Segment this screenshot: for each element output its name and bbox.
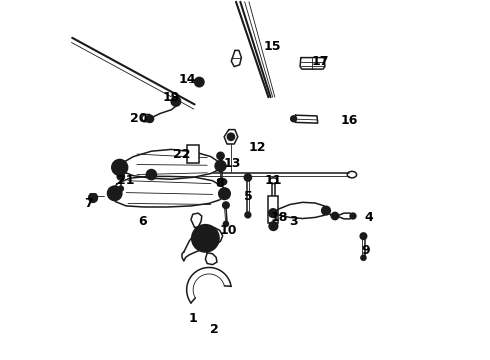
Circle shape <box>221 191 227 197</box>
Polygon shape <box>89 194 98 199</box>
Polygon shape <box>121 149 220 179</box>
Circle shape <box>217 152 224 159</box>
Circle shape <box>218 179 223 184</box>
Text: 9: 9 <box>361 244 370 257</box>
Circle shape <box>350 213 356 219</box>
Polygon shape <box>231 50 242 67</box>
Circle shape <box>195 77 204 87</box>
Text: 11: 11 <box>265 174 283 186</box>
Circle shape <box>321 206 330 215</box>
Text: 20: 20 <box>130 112 147 125</box>
Text: 22: 22 <box>173 148 191 161</box>
Bar <box>269 196 278 223</box>
Circle shape <box>196 229 215 247</box>
Circle shape <box>291 116 296 122</box>
Polygon shape <box>205 253 217 265</box>
Text: 12: 12 <box>249 141 267 154</box>
Circle shape <box>245 212 251 218</box>
Circle shape <box>269 209 277 217</box>
Circle shape <box>245 174 251 181</box>
Text: 1: 1 <box>189 312 197 325</box>
Polygon shape <box>337 213 353 219</box>
Polygon shape <box>112 176 225 207</box>
Text: 13: 13 <box>224 157 241 170</box>
Text: 6: 6 <box>138 215 147 228</box>
Circle shape <box>116 163 124 172</box>
Circle shape <box>112 159 127 175</box>
Bar <box>187 145 199 163</box>
Circle shape <box>223 221 228 226</box>
Circle shape <box>269 222 278 230</box>
Text: 2: 2 <box>210 323 219 336</box>
Circle shape <box>111 190 118 197</box>
Circle shape <box>171 97 180 106</box>
Circle shape <box>227 133 235 140</box>
Text: 10: 10 <box>220 224 238 237</box>
Circle shape <box>107 186 122 201</box>
Circle shape <box>147 115 153 122</box>
Circle shape <box>331 212 339 220</box>
Circle shape <box>147 170 156 180</box>
Polygon shape <box>191 213 202 228</box>
Circle shape <box>222 202 229 208</box>
Polygon shape <box>182 228 222 261</box>
Polygon shape <box>272 202 327 219</box>
Text: 21: 21 <box>118 174 135 186</box>
Polygon shape <box>224 130 238 144</box>
Circle shape <box>192 225 219 252</box>
Circle shape <box>361 255 366 260</box>
Circle shape <box>202 235 209 242</box>
Text: 4: 4 <box>365 211 373 224</box>
Text: 3: 3 <box>289 215 298 228</box>
Circle shape <box>324 208 328 213</box>
Text: 15: 15 <box>263 40 281 53</box>
Polygon shape <box>142 114 151 122</box>
Circle shape <box>89 194 98 202</box>
Polygon shape <box>300 58 325 69</box>
Circle shape <box>117 173 124 180</box>
Text: 5: 5 <box>244 190 253 203</box>
Text: 8: 8 <box>216 177 224 190</box>
Text: 18: 18 <box>270 211 288 224</box>
Ellipse shape <box>220 180 225 184</box>
Circle shape <box>215 161 226 171</box>
Text: 14: 14 <box>179 73 196 86</box>
Polygon shape <box>295 115 318 123</box>
Text: 17: 17 <box>312 55 329 68</box>
Circle shape <box>118 186 123 191</box>
Text: 19: 19 <box>163 91 180 104</box>
Text: 16: 16 <box>341 114 358 127</box>
Circle shape <box>271 224 275 228</box>
Circle shape <box>219 188 230 199</box>
Circle shape <box>360 233 367 239</box>
Text: 7: 7 <box>84 197 93 210</box>
Ellipse shape <box>218 179 227 185</box>
